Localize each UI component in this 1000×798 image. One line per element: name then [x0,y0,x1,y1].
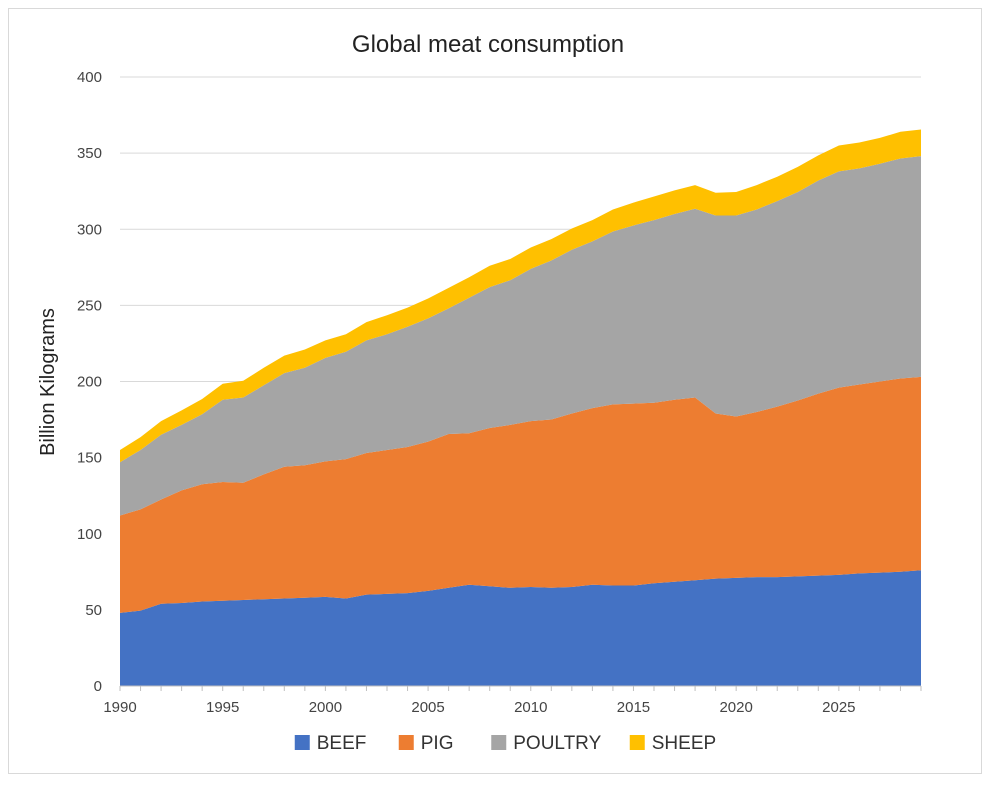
x-tick-label-2015: 2015 [617,699,650,716]
area-series-pig [120,376,921,613]
legend-swatch-beef [294,735,310,750]
legend-item-sheep: SHEEP [629,733,716,754]
x-tick-label-2010: 2010 [514,699,547,716]
legend-label-sheep: SHEEP [652,733,716,754]
legend-item-poultry: POULTRY [491,733,602,754]
legend-label-beef: BEEF [317,733,367,754]
y-tick-label-150: 150 [77,450,102,467]
x-tick-label-2000: 2000 [309,699,342,716]
y-tick-label-100: 100 [77,526,102,543]
x-tick-label-1990: 1990 [103,699,136,716]
x-tick-label-2025: 2025 [822,699,855,716]
legend-label-poultry: POULTRY [513,733,601,754]
area-series-beef [120,570,921,686]
legend-swatch-poultry [491,735,507,750]
y-tick-label-200: 200 [77,374,102,391]
x-tick-label-2005: 2005 [411,699,444,716]
area-series-sheep [120,129,921,463]
y-axis-title: Billion Kilograms [37,308,59,456]
x-tick-label-2020: 2020 [719,699,752,716]
y-tick-label-250: 250 [77,297,102,314]
legend-label-pig: PIG [421,733,454,754]
y-tick-label-0: 0 [94,678,102,695]
legend: BEEF PIG POULTRY SHEEP [294,733,716,754]
legend-swatch-sheep [629,735,645,750]
y-tick-label-50: 50 [85,602,102,619]
legend-item-pig: PIG [398,733,454,754]
stacked-areas [120,129,921,686]
area-series-poultry [120,156,921,516]
y-tick-label-350: 350 [77,145,102,162]
axes: 0 50 100 150 200 250 300 350 400 1990 1995 2000 2005… [77,69,922,716]
legend-swatch-pig [398,735,414,750]
y-tick-label-400: 400 [77,69,102,86]
legend-item-beef: BEEF [294,733,367,754]
x-tick-label-1995: 1995 [206,699,239,716]
y-tick-label-300: 300 [77,221,102,238]
chart-title: Global meat consumption [352,31,624,58]
